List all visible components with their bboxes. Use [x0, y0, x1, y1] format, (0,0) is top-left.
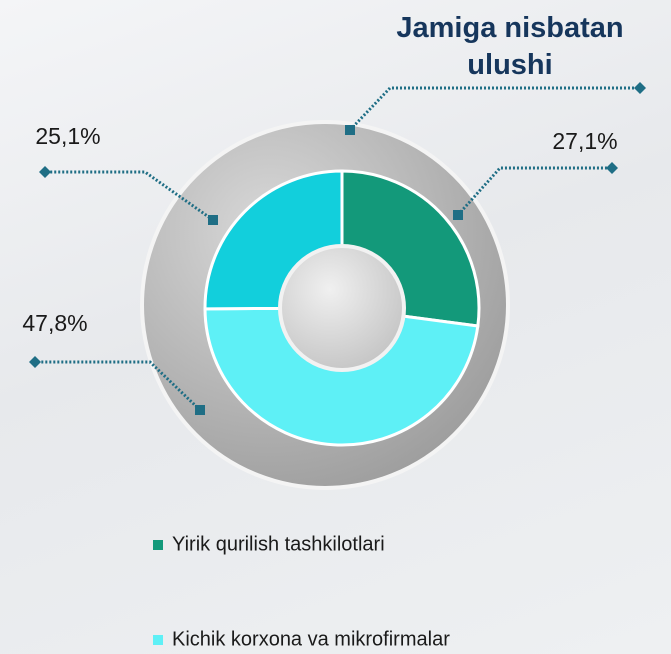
- chart-title: Jamiga nisbatan ulushi: [396, 12, 624, 81]
- legend-swatch: [153, 540, 163, 550]
- legend-label: Yirik qurilish tashkilotlari: [172, 533, 385, 555]
- legend-swatch: [153, 635, 163, 645]
- leader-lines: [35, 86, 640, 412]
- data-label: 25,1%: [35, 123, 100, 149]
- data-label: 47,8%: [22, 310, 87, 336]
- donut-hole: [278, 244, 406, 372]
- data-label: 27,1%: [552, 128, 617, 154]
- leader-markers: [29, 82, 646, 415]
- legend-label: Kichik korxona va mikrofirmalar: [172, 628, 450, 650]
- donut: [203, 169, 481, 447]
